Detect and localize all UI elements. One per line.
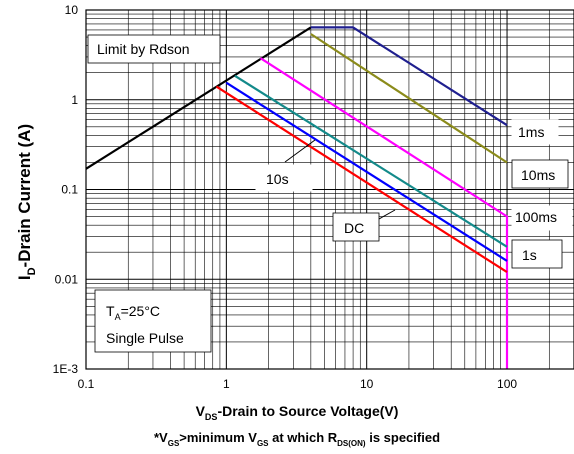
x-tick-label: 1 <box>223 377 230 391</box>
label-dc-text: DC <box>344 220 364 236</box>
y-tick-label: 10 <box>65 3 79 17</box>
series-line-10ms <box>310 33 508 164</box>
single-pulse-condition: Single Pulse <box>106 330 184 346</box>
label-10ms: 10ms <box>511 159 569 189</box>
grid <box>85 10 574 370</box>
label-10ms-text: 10ms <box>521 167 555 183</box>
x-tick-label: 10 <box>360 377 374 391</box>
y-tick-label: 0.1 <box>61 183 78 197</box>
series-line-dc <box>215 85 508 274</box>
temperature-condition: TA=25°C <box>106 303 160 322</box>
y-tick-label: 0.01 <box>55 272 79 286</box>
conditions-box: TA=25°C Single Pulse <box>94 289 212 353</box>
label-10s: 10s <box>255 139 316 192</box>
x-tick-label: 100 <box>497 377 517 391</box>
label-1s-text: 1s <box>522 247 537 263</box>
y-axis-title: ID-Drain Current (A) <box>15 124 38 280</box>
y-tick-label: 1E-3 <box>53 362 79 376</box>
footnote: *VGS>minimum VGS at which RDS(ON) is spe… <box>154 430 440 448</box>
label-dc: DC <box>332 209 396 242</box>
series-line-1ms <box>310 26 508 127</box>
series-line-10s <box>225 81 508 262</box>
x-tick-label: 0.1 <box>78 377 95 391</box>
label-100ms-text: 100ms <box>515 209 557 225</box>
limit-by-rdson-text: Limit by Rdson <box>97 41 190 57</box>
series-line-100ms <box>259 57 509 369</box>
series-line-limit-by-rdson <box>85 26 312 170</box>
series-line-1s <box>234 74 508 248</box>
x-axis-title: VDS-Drain to Source Voltage(V) <box>196 403 399 422</box>
limit-by-rdson-label: Limit by Rdson <box>87 34 221 64</box>
plot-frame <box>85 9 574 370</box>
tick-labels: 0.1 1 10 100 10 1 0.1 0.01 1E-3 <box>53 3 518 391</box>
label-1ms-text: 1ms <box>518 124 544 140</box>
y-tick-label: 1 <box>71 93 78 107</box>
label-10s-text: 10s <box>266 171 289 187</box>
label-100ms: 100ms <box>511 205 573 231</box>
label-1s: 1s <box>511 239 563 269</box>
series-lines <box>85 26 509 369</box>
label-1ms: 1ms <box>511 119 559 145</box>
